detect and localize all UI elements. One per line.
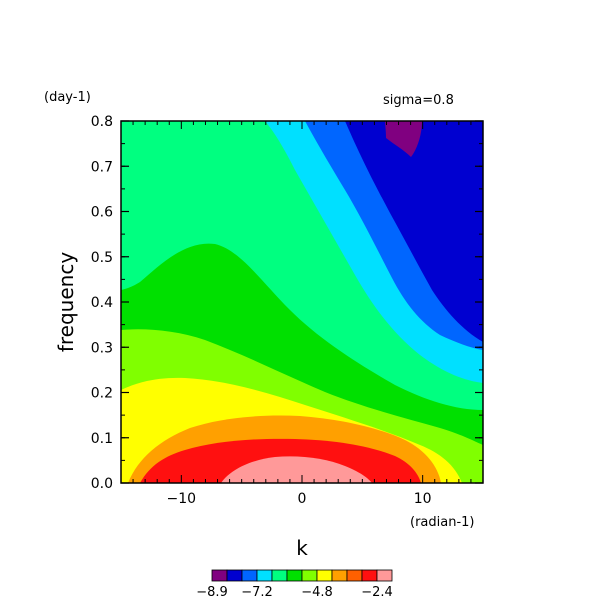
x-axis-label: k <box>296 536 308 560</box>
y-tick-label: 0.2 <box>91 386 113 402</box>
y-tick-label: 0.1 <box>91 431 113 447</box>
colorbar-swatch <box>271 569 288 582</box>
colorbar-swatch <box>376 569 393 582</box>
y-axis: 0.0 0.1 0.2 0.3 0.4 0.5 0.6 0.7 0.8 <box>91 114 483 492</box>
x-axis: −10 0 10 <box>120 121 484 507</box>
x-tick-label: −10 <box>167 491 197 507</box>
x-tick-label: 0 <box>298 491 307 507</box>
x-unit-label: (radian-1) <box>410 515 475 530</box>
colorbar-tick-label: −7.2 <box>241 585 273 600</box>
colorbar-swatch <box>211 569 228 582</box>
colorbar-swatch <box>361 569 378 582</box>
y-tick-label: 0.0 <box>91 476 113 492</box>
y-unit-label: (day-1) <box>44 90 91 105</box>
colorbar-swatch <box>226 569 243 582</box>
colorbar-swatch <box>241 569 258 582</box>
chart-title: sigma=0.8 <box>383 93 454 108</box>
colorbar-swatch <box>346 569 363 582</box>
plot-area <box>121 121 483 483</box>
colorbar: −8.9 −7.2 −4.8 −2.4 <box>196 569 393 600</box>
y-tick-label: 0.3 <box>91 340 113 356</box>
colorbar-swatch <box>301 569 318 582</box>
colorbar-swatch <box>256 569 273 582</box>
region-spring-green <box>121 121 483 410</box>
y-tick-label: 0.4 <box>91 295 113 311</box>
colorbar-tick-label: −4.8 <box>301 585 333 600</box>
region-purple <box>385 121 422 157</box>
colorbar-swatch <box>316 569 333 582</box>
y-axis-label: frequency <box>54 252 78 352</box>
colorbar-tick-label: −2.4 <box>361 585 393 600</box>
region-pink <box>221 456 372 483</box>
colorbar-swatch <box>331 569 348 582</box>
y-tick-label: 0.7 <box>91 159 113 175</box>
y-tick-label: 0.8 <box>91 114 113 130</box>
y-tick-label: 0.6 <box>91 205 113 221</box>
y-tick-label: 0.5 <box>91 250 113 266</box>
colorbar-tick-label: −8.9 <box>196 585 228 600</box>
region-dark-blue <box>345 121 483 342</box>
x-tick-label: 10 <box>414 491 432 507</box>
colorbar-swatch <box>286 569 303 582</box>
